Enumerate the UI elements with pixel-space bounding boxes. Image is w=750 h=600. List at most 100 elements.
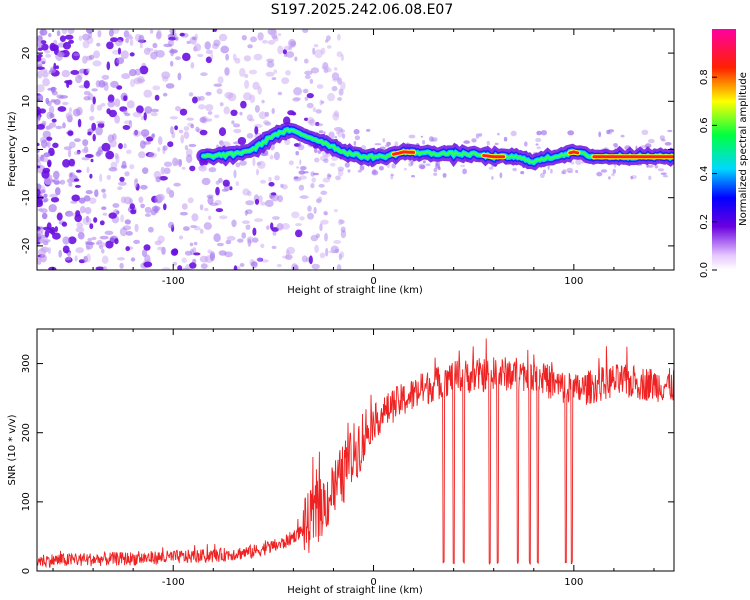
spectrogram-noise-blob [288, 38, 297, 48]
spectrogram-noise-blob [95, 266, 105, 270]
spectrogram-noise-blob [299, 175, 307, 180]
spectrogram-noise-blob [122, 125, 131, 130]
spectrogram-noise-blob [104, 230, 114, 235]
spectrogram-noise-blob [128, 69, 137, 77]
spectrogram-noise-blob [183, 126, 190, 131]
spectrogram-noise-blob [353, 129, 360, 135]
spectrogram-noise-blob [488, 166, 494, 170]
spectrogram-noise-blob [241, 232, 246, 239]
snr-xtick-label: 0 [370, 577, 376, 588]
spectrogram-noise-blob [662, 175, 669, 178]
spectrogram-noise-blob [61, 221, 68, 227]
spectrogram-noise-blob [49, 42, 56, 52]
spectrogram-noise-blob [49, 193, 58, 198]
snr-ytick-label: 300 [21, 354, 32, 373]
spectrogram-noise-blob [256, 161, 262, 166]
spectrogram-noise-blob [192, 258, 197, 264]
spectrogram-noise-blob [337, 77, 343, 85]
spectrogram-noise-blob [186, 117, 194, 121]
spectrogram-ytick-label: 0 [21, 146, 32, 152]
spectrogram-noise-blob [184, 145, 188, 151]
spectrogram-noise-blob [57, 106, 67, 112]
spectrogram-noise-blob [163, 167, 171, 175]
spectrogram-noise-blob [254, 218, 263, 223]
spectrogram-noise-blob [337, 129, 344, 138]
spectrogram-noise-blob [224, 67, 230, 76]
spectrogram-noise-blob [191, 213, 199, 222]
spectrogram-noise-blob [327, 93, 335, 102]
spectrogram-noise-blob [273, 151, 280, 161]
spectrogram-noise-blob [239, 67, 246, 77]
spectrogram-noise-blob [313, 172, 319, 176]
spectrogram-noise-blob [134, 179, 138, 188]
spectrogram-noise-blob [119, 262, 124, 269]
spectrogram-noise-blob [86, 253, 91, 263]
spectrogram-noise-blob [293, 97, 302, 101]
spectrogram-noise-blob [40, 69, 48, 73]
spectrogram-noise-blob [227, 92, 237, 102]
spectrogram-noise-blob [124, 219, 131, 225]
spectrogram-noise-blob [40, 208, 48, 214]
spectrogram-noise-blob [460, 164, 466, 167]
spectrogram-noise-blob [435, 160, 441, 166]
spectrogram-noise-blob [315, 233, 321, 238]
spectrogram-noise-blob [252, 81, 260, 90]
spectrogram-noise-blob [302, 29, 309, 33]
spectrogram-noise-blob [419, 165, 426, 170]
spectrogram-noise-blob [75, 227, 85, 233]
spectrogram-noise-blob [122, 225, 132, 231]
spectrogram-noise-blob [222, 179, 230, 187]
spectrogram-noise-blob [269, 154, 274, 160]
spectrogram-noise-blob [41, 157, 49, 163]
spectrogram-noise-blob [323, 131, 326, 135]
spectrogram-noise-blob [75, 247, 84, 254]
spectrogram-noise-blob [300, 166, 307, 171]
spectrogram-noise-blob [239, 111, 243, 116]
spectrogram-noise-blob [299, 159, 302, 166]
spectrogram-noise-blob [129, 39, 134, 46]
spectrogram-noise-blob [212, 43, 219, 50]
spectrogram-noise-blob [90, 158, 94, 163]
spectrogram-noise-blob [272, 231, 277, 236]
spectrogram-noise-blob [55, 65, 59, 70]
spectrogram-noise-blob [148, 152, 157, 159]
spectrogram-noise-blob [277, 195, 284, 203]
snr-series [37, 338, 674, 569]
spectrogram-noise-blob [86, 68, 91, 73]
spectrogram-noise-blob [150, 51, 158, 60]
spectrogram-noise-blob [139, 140, 146, 149]
spectrogram-noise-blob [106, 174, 112, 180]
spectrogram-noise-blob [430, 137, 438, 141]
spectrogram-noise-blob [433, 167, 438, 173]
spectrogram-noise-blob [85, 240, 94, 250]
spectrogram-noise-blob [76, 149, 81, 155]
spectrogram-noise-blob [144, 206, 152, 214]
spectrogram-noise-blob [237, 238, 244, 243]
spectrogram-noise-blob [613, 143, 618, 147]
snr-ytick-label: 0 [21, 568, 32, 574]
spectrogram-noise-blob [299, 195, 309, 199]
spectrogram-noise-blob [240, 100, 247, 109]
spectrogram-noise-blob [326, 35, 331, 41]
spectrogram-noise-blob [337, 169, 344, 177]
spectrogram-noise-blob [420, 135, 423, 138]
spectrogram-noise-blob [408, 134, 416, 139]
spectrogram-noise-blob [225, 53, 230, 61]
spectrogram-noise-blob [536, 146, 541, 150]
spectrogram-noise-blob [340, 129, 345, 133]
spectrogram-noise-blob [298, 170, 306, 175]
spectrogram-noise-blob [39, 200, 43, 204]
spectrogram-noise-blob [256, 168, 259, 176]
spectrogram-noise-blob [48, 204, 57, 213]
colorbar-tick-label: 0.0 [699, 262, 710, 278]
spectrogram-noise-blob [189, 165, 196, 172]
spectrogram-noise-blob [630, 176, 633, 180]
spectrogram-noise-blob [267, 29, 277, 36]
spectrogram-noise-blob [317, 196, 323, 202]
spectrogram-noise-blob [314, 49, 323, 59]
spectrogram-noise-blob [168, 49, 178, 54]
spectrogram-noise-blob [77, 231, 85, 240]
spectrogram-noise-blob [273, 35, 279, 42]
spectrogram-noise-blob [162, 92, 168, 97]
spectrogram-noise-blob [188, 143, 197, 148]
